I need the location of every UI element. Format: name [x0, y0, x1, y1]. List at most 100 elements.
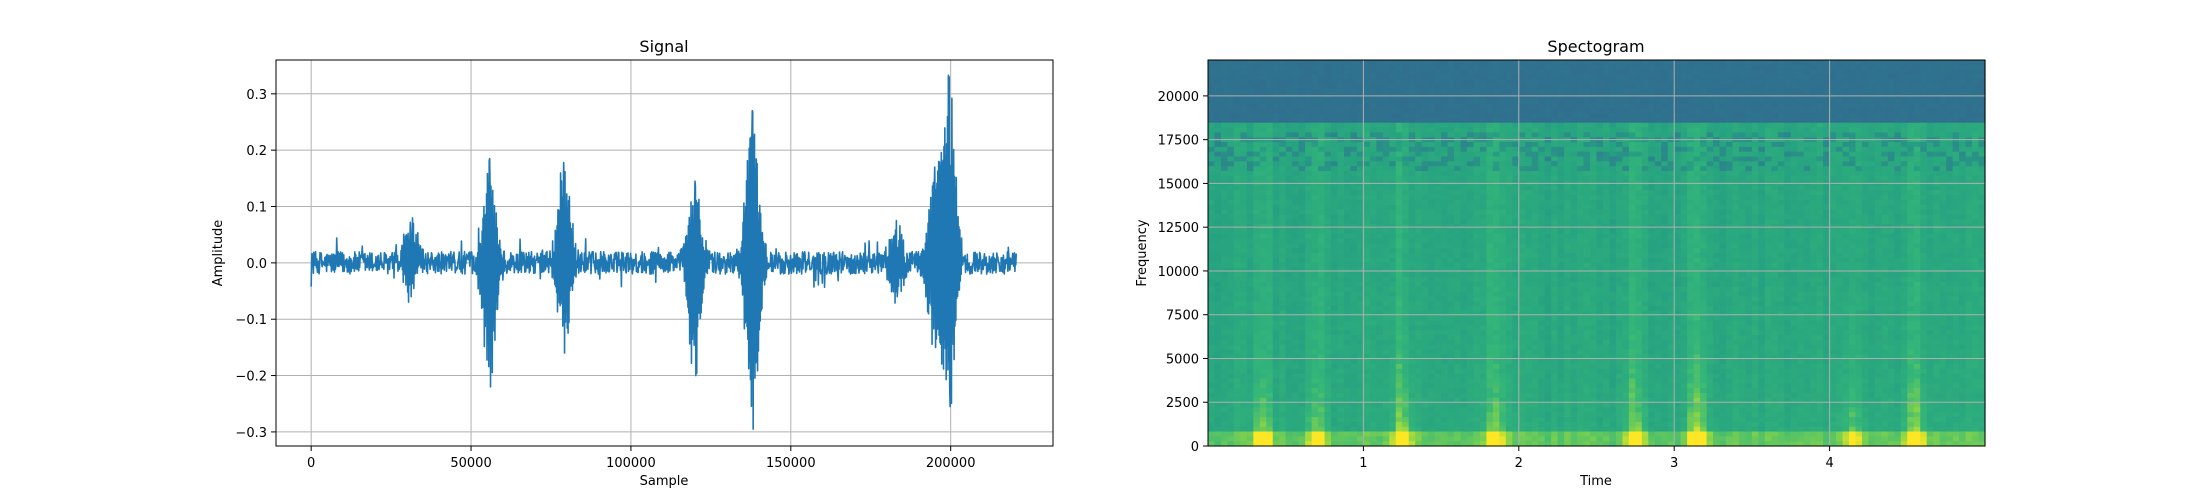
spectrogram-cell	[1324, 84, 1332, 90]
spectrogram-cell	[1382, 170, 1390, 177]
spectrogram-cell	[1577, 238, 1585, 244]
spectrogram-cell	[1583, 84, 1591, 90]
spectrogram-cell	[1441, 175, 1449, 182]
spectrogram-cell	[1499, 74, 1507, 80]
spectrogram-cell	[1305, 397, 1313, 404]
spectrogram-cell	[1324, 253, 1332, 259]
spectrogram-cell	[1369, 248, 1377, 254]
spectrogram-cell	[1246, 417, 1254, 423]
spectrogram-cell	[1486, 166, 1494, 172]
spectrogram-cell	[1331, 306, 1339, 312]
spectrogram-cell	[1590, 156, 1598, 162]
spectrogram-cell	[1227, 354, 1235, 360]
spectrogram-cell	[1292, 60, 1300, 66]
spectrogram-cell	[1434, 407, 1442, 413]
spectrogram-cell	[1441, 170, 1449, 177]
spectrogram-cell	[1590, 296, 1598, 302]
spectrogram-cell	[1596, 402, 1604, 408]
spectrogram-cell	[1428, 441, 1436, 447]
spectrogram-cell	[1305, 368, 1313, 375]
spectrogram-cell	[1402, 378, 1410, 384]
spectrogram-cell	[1415, 412, 1423, 418]
spectrogram-cell	[1570, 185, 1578, 191]
spectrogram-cell	[1577, 392, 1585, 399]
spectrogram-cell	[1460, 170, 1468, 177]
spectrogram-cell	[1590, 151, 1598, 158]
spectrogram-cell	[1499, 359, 1507, 365]
spectrogram-cell	[1577, 108, 1585, 114]
spectrogram-cell	[1311, 103, 1319, 109]
spectrogram-cell	[1240, 113, 1248, 119]
spectrogram-cell	[1214, 248, 1222, 254]
spectrogram-cell	[1421, 132, 1429, 138]
spectrogram-cell	[1227, 243, 1235, 249]
spectrogram-cell	[1467, 402, 1475, 408]
spectrogram-cell	[1538, 310, 1546, 317]
spectrogram-cell	[1415, 397, 1423, 404]
spectrogram-cell	[1505, 315, 1513, 322]
spectrogram-cell	[1324, 127, 1332, 133]
spectrogram-cell	[1246, 84, 1254, 90]
spectrogram-cell	[1208, 219, 1216, 225]
spectrogram-cell	[1311, 421, 1319, 428]
spectrogram-cell	[1518, 262, 1526, 269]
spectrogram-cell	[1538, 436, 1546, 442]
spectrogram-cell	[1525, 185, 1533, 191]
spectrogram-cell	[1467, 368, 1475, 375]
spectrogram-cell	[1518, 190, 1526, 196]
spectrogram-cell	[1324, 383, 1332, 389]
spectrogram-cell	[1415, 199, 1423, 206]
spectrogram-cell	[1473, 392, 1481, 399]
spectrogram-cell	[1318, 378, 1326, 384]
spectrogram-cell	[1525, 262, 1533, 269]
spectrogram-cell	[1441, 199, 1449, 206]
spectrogram-cell	[1208, 151, 1216, 158]
spectrogram-cell	[1402, 325, 1410, 331]
spectrogram-cell	[1227, 151, 1235, 158]
spectrogram-cell	[1369, 383, 1377, 389]
spectrogram-cell	[1298, 368, 1306, 375]
spectrogram-cell	[1544, 204, 1552, 211]
spectrogram-cell	[1441, 132, 1449, 138]
spectrogram-cell	[1492, 257, 1500, 264]
spectrogram-cell	[1454, 349, 1462, 355]
spectrogram-cell	[1544, 363, 1552, 370]
spectrogram-cell	[1376, 368, 1384, 375]
spectrogram-cell	[1564, 93, 1572, 100]
spectrogram-cell	[1259, 132, 1267, 138]
spectrogram-cell	[1220, 166, 1229, 172]
spectrogram-cell	[1577, 320, 1585, 326]
spectrogram-cell	[1492, 286, 1500, 293]
spectrogram-cell	[1421, 441, 1429, 447]
spectrogram-cell	[1434, 122, 1442, 129]
spectrogram-cell	[1557, 98, 1565, 105]
spectrogram-cell	[1337, 407, 1345, 413]
spectrogram-cell	[1227, 368, 1235, 375]
spectrogram-cell	[1395, 392, 1403, 399]
spectrogram-cell	[1382, 412, 1390, 418]
spectrogram-cell	[1311, 397, 1319, 404]
spectrogram-cell	[1596, 93, 1604, 100]
spectrogram-cell	[1421, 190, 1429, 196]
spectrogram-cell	[1233, 339, 1241, 346]
spectrogram-cell	[1376, 407, 1384, 413]
spectrogram-cell	[1473, 296, 1481, 302]
spectrogram-cell	[1531, 378, 1539, 384]
spectrogram-cell	[1402, 103, 1410, 109]
spectrogram-cell	[1544, 156, 1552, 162]
spectrogram-cell	[1331, 426, 1339, 433]
spectrogram-cell	[1505, 190, 1513, 196]
spectrogram-cell	[1551, 421, 1559, 428]
spectrogram-cell	[1363, 301, 1371, 307]
spectrogram-cell	[1363, 132, 1371, 138]
spectrogram-cell	[1441, 339, 1449, 346]
spectrogram-cell	[1337, 368, 1345, 375]
spectrogram-cell	[1415, 267, 1423, 273]
spectrogram-cell	[1311, 185, 1319, 191]
spectrogram-cell	[1233, 267, 1241, 273]
spectrogram-cell	[1518, 378, 1526, 384]
spectrogram-cell	[1395, 190, 1403, 196]
spectrogram-cell	[1505, 117, 1513, 124]
spectrogram-cell	[1564, 170, 1572, 177]
spectrogram-cell	[1434, 378, 1442, 384]
